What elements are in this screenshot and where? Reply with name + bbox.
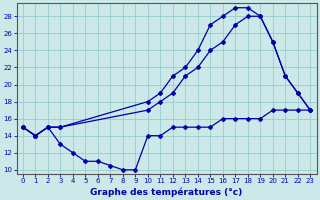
X-axis label: Graphe des températures (°c): Graphe des températures (°c) <box>91 187 243 197</box>
